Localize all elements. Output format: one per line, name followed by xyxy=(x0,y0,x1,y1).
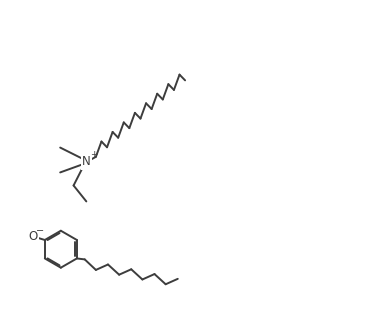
Text: +: + xyxy=(90,150,97,159)
Text: N: N xyxy=(82,155,91,168)
Text: O: O xyxy=(28,230,37,243)
Text: −: − xyxy=(36,226,44,236)
